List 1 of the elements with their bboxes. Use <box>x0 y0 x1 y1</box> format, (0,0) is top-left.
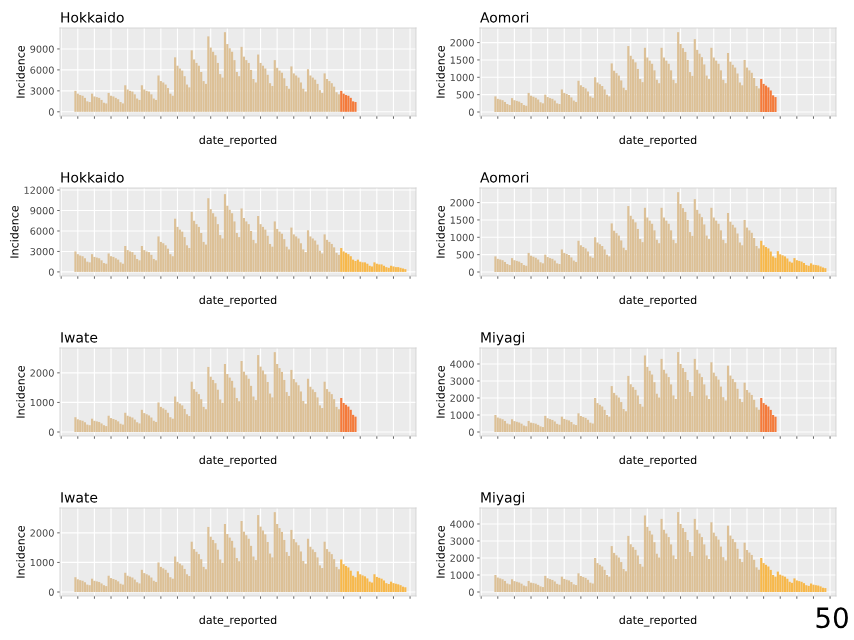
text: 50 <box>816 607 848 629</box>
